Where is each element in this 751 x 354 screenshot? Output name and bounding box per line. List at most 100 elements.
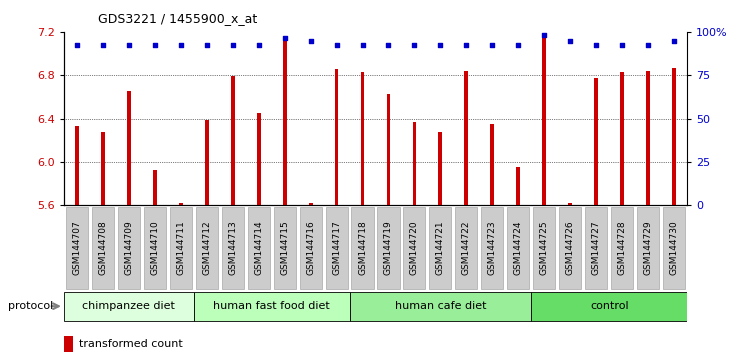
Point [434,42,446,48]
Text: GSM144712: GSM144712 [202,221,211,275]
FancyBboxPatch shape [118,207,140,289]
FancyBboxPatch shape [403,207,426,289]
FancyBboxPatch shape [663,207,685,289]
Bar [647,71,650,205]
FancyBboxPatch shape [611,207,633,289]
Point [668,38,680,43]
Text: GSM144708: GSM144708 [98,221,107,275]
Point [175,42,187,48]
Bar [412,122,416,205]
FancyBboxPatch shape [508,207,529,289]
Point [279,35,291,41]
FancyBboxPatch shape [533,207,555,289]
Point [201,42,213,48]
Text: GSM144724: GSM144724 [514,221,523,275]
Bar [387,94,391,205]
Text: GSM144722: GSM144722 [462,221,471,275]
FancyBboxPatch shape [325,207,348,289]
Text: GSM144711: GSM144711 [176,221,185,275]
Bar [309,203,312,205]
Text: GDS3221 / 1455900_x_at: GDS3221 / 1455900_x_at [98,12,257,25]
Point [252,42,264,48]
Point [149,42,161,48]
Point [330,42,342,48]
Text: GSM144726: GSM144726 [566,221,575,275]
Text: human fast food diet: human fast food diet [213,301,330,311]
Point [460,42,472,48]
Bar [101,132,104,205]
Text: GSM144725: GSM144725 [540,221,549,275]
Point [617,42,629,48]
Text: GSM144716: GSM144716 [306,221,315,275]
Text: GSM144714: GSM144714 [254,221,263,275]
Bar [490,124,494,205]
Point [564,38,576,43]
Point [512,42,524,48]
Point [590,42,602,48]
Text: GSM144728: GSM144728 [618,221,627,275]
Point [71,42,83,48]
Bar [127,91,131,205]
FancyBboxPatch shape [170,207,192,289]
Text: control: control [590,301,629,311]
Point [409,42,421,48]
FancyBboxPatch shape [196,207,218,289]
Bar [152,170,157,205]
FancyBboxPatch shape [378,207,400,289]
Bar [360,72,364,205]
Text: GSM144727: GSM144727 [592,221,601,275]
Bar [205,120,209,205]
Text: human cafe diet: human cafe diet [395,301,486,311]
FancyBboxPatch shape [481,207,503,289]
Point [227,42,239,48]
Text: GSM144729: GSM144729 [644,221,653,275]
Text: GSM144718: GSM144718 [358,221,367,275]
Point [97,42,109,48]
FancyBboxPatch shape [637,207,659,289]
Point [487,42,499,48]
Point [305,38,317,43]
Text: GSM144730: GSM144730 [670,221,679,275]
FancyBboxPatch shape [222,207,243,289]
FancyBboxPatch shape [351,207,373,289]
Text: chimpanzee diet: chimpanzee diet [83,301,175,311]
Bar [231,76,234,205]
Text: GSM144723: GSM144723 [488,221,497,275]
Text: transformed count: transformed count [79,339,182,349]
Text: protocol: protocol [8,301,53,311]
Text: GSM144721: GSM144721 [436,221,445,275]
Bar [179,203,182,205]
Text: GSM144715: GSM144715 [280,221,289,275]
Point [538,32,550,38]
FancyBboxPatch shape [273,207,296,289]
FancyBboxPatch shape [92,207,114,289]
Bar [620,72,624,205]
Text: GSM144713: GSM144713 [228,221,237,275]
Bar [257,113,261,205]
Text: GSM144719: GSM144719 [384,221,393,275]
FancyBboxPatch shape [66,207,88,289]
Text: GSM144709: GSM144709 [124,221,133,275]
FancyBboxPatch shape [143,207,166,289]
Text: GSM144707: GSM144707 [72,221,81,275]
Point [357,42,369,48]
FancyBboxPatch shape [300,207,321,289]
Bar [439,132,442,205]
Text: GSM144720: GSM144720 [410,221,419,275]
Point [122,42,134,48]
Bar [64,336,74,352]
Text: GSM144710: GSM144710 [150,221,159,275]
Bar [282,37,287,205]
Bar [335,69,339,205]
FancyBboxPatch shape [64,292,194,321]
Bar [569,203,572,205]
Bar [75,126,79,205]
Point [382,42,394,48]
FancyBboxPatch shape [349,292,532,321]
FancyBboxPatch shape [248,207,270,289]
FancyBboxPatch shape [532,292,687,321]
Bar [594,79,599,205]
Bar [542,34,546,205]
FancyBboxPatch shape [194,292,349,321]
Bar [517,167,520,205]
